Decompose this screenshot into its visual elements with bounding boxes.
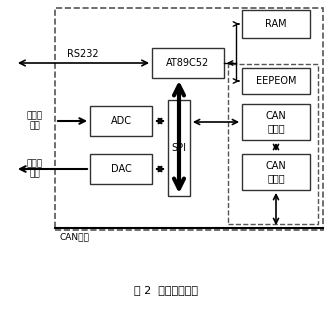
Text: 模拟量
输出: 模拟量 输出: [27, 159, 43, 179]
Text: CAN
收发器: CAN 收发器: [266, 161, 286, 183]
Text: DAC: DAC: [111, 164, 132, 174]
FancyBboxPatch shape: [242, 10, 310, 38]
FancyBboxPatch shape: [168, 100, 190, 196]
FancyBboxPatch shape: [90, 106, 152, 136]
FancyBboxPatch shape: [242, 154, 310, 190]
Text: SPI: SPI: [171, 143, 186, 153]
FancyBboxPatch shape: [242, 104, 310, 140]
Text: EEPEOM: EEPEOM: [256, 76, 296, 86]
Text: 图 2  通用扩展单元: 图 2 通用扩展单元: [135, 285, 198, 295]
Text: CAN总线: CAN总线: [60, 232, 90, 241]
Text: 模拟量
输入: 模拟量 输入: [27, 111, 43, 131]
Text: ADC: ADC: [111, 116, 132, 126]
Text: AT89C52: AT89C52: [166, 58, 210, 68]
FancyBboxPatch shape: [152, 48, 224, 78]
Text: CAN
控制器: CAN 控制器: [266, 111, 286, 133]
Text: RS232: RS232: [67, 49, 99, 59]
FancyBboxPatch shape: [242, 68, 310, 94]
Text: RAM: RAM: [265, 19, 287, 29]
FancyBboxPatch shape: [90, 154, 152, 184]
